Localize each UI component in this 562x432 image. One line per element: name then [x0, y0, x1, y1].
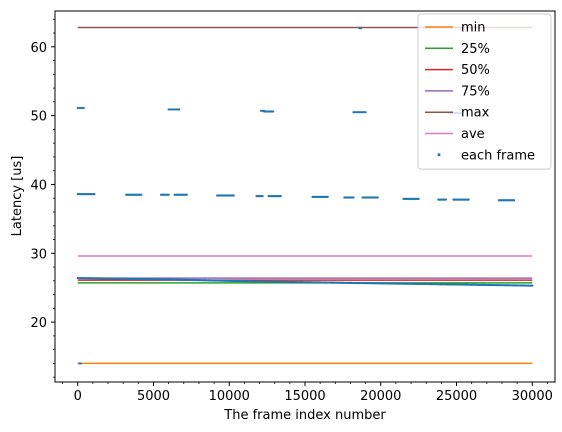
- y-tick-label: 40: [30, 178, 47, 193]
- legend-box: [417, 13, 552, 170]
- x-tick-label: 5000: [137, 389, 170, 404]
- data-point: [352, 196, 355, 199]
- legend: min 25% 50% 75% max ave each frame: [417, 13, 552, 170]
- data-point: [178, 108, 181, 111]
- legend-label: 50%: [461, 63, 490, 78]
- y-tick-label: 50: [30, 110, 47, 125]
- data-point: [444, 198, 448, 201]
- legend-swatch: [437, 153, 441, 157]
- y-axis-title: Latency [us]: [10, 156, 25, 237]
- axes-layer: 0 5000 10000 15000 20000 25000 30000 20 30 40 50 60: [30, 18, 553, 404]
- y-tick-label: 20: [30, 316, 47, 331]
- data-point: [79, 362, 82, 365]
- legend-label: 75%: [461, 84, 490, 99]
- x-tick-label: 0: [74, 389, 82, 404]
- legend-label: min: [461, 21, 486, 36]
- x-tick-label: 15000: [284, 389, 325, 404]
- data-point: [232, 194, 235, 197]
- data-point: [531, 284, 534, 287]
- x-axis-title: The frame index number: [223, 408, 386, 423]
- data-point: [376, 196, 379, 199]
- data-point: [512, 199, 516, 202]
- x-tick-label: 20000: [360, 389, 401, 404]
- data-point: [82, 106, 85, 110]
- legend-label: 25%: [461, 42, 490, 57]
- x-tick-label: 10000: [209, 389, 250, 404]
- data-point: [140, 193, 143, 196]
- data-point: [167, 193, 170, 196]
- y-tick-label: 60: [30, 41, 47, 56]
- data-point: [261, 195, 264, 198]
- data-point: [185, 193, 188, 196]
- data-point: [93, 192, 96, 196]
- data-point: [364, 111, 367, 114]
- x-tick-label: 25000: [436, 389, 477, 404]
- data-point: [417, 197, 420, 201]
- y-tick-label: 30: [30, 247, 47, 262]
- data-point: [279, 195, 282, 198]
- series-layer: [76, 26, 534, 365]
- legend-label: max: [461, 106, 490, 121]
- series-points-each-frame: [76, 27, 534, 365]
- data-point: [359, 27, 363, 30]
- x-tick-label: 30000: [512, 389, 553, 404]
- data-point: [326, 195, 329, 198]
- legend-label: ave: [461, 127, 485, 142]
- data-point: [467, 198, 470, 201]
- data-point: [272, 110, 275, 113]
- legend-label: each frame: [461, 148, 535, 163]
